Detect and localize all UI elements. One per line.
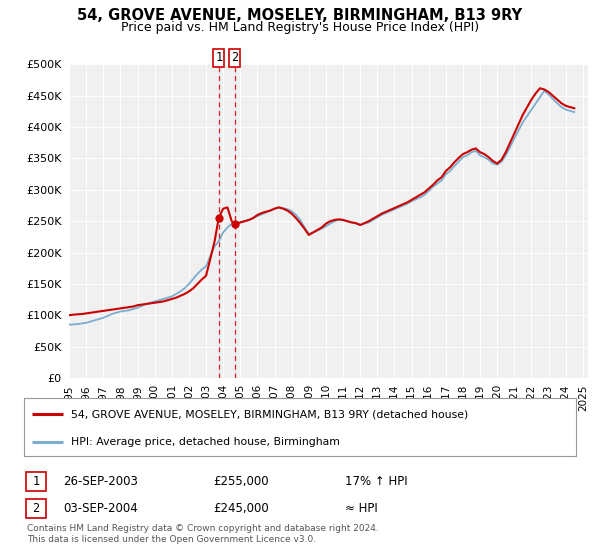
- Text: Contains HM Land Registry data © Crown copyright and database right 2024.
This d: Contains HM Land Registry data © Crown c…: [27, 524, 379, 544]
- Text: 17% ↑ HPI: 17% ↑ HPI: [345, 475, 407, 488]
- Text: 03-SEP-2004: 03-SEP-2004: [63, 502, 138, 515]
- Text: HPI: Average price, detached house, Birmingham: HPI: Average price, detached house, Birm…: [71, 437, 340, 447]
- Text: 26-SEP-2003: 26-SEP-2003: [63, 475, 138, 488]
- Text: 2: 2: [32, 502, 40, 515]
- Text: Price paid vs. HM Land Registry's House Price Index (HPI): Price paid vs. HM Land Registry's House …: [121, 21, 479, 34]
- Text: 2: 2: [231, 52, 238, 64]
- Text: 1: 1: [32, 475, 40, 488]
- Text: 54, GROVE AVENUE, MOSELEY, BIRMINGHAM, B13 9RY (detached house): 54, GROVE AVENUE, MOSELEY, BIRMINGHAM, B…: [71, 409, 468, 419]
- Text: 54, GROVE AVENUE, MOSELEY, BIRMINGHAM, B13 9RY: 54, GROVE AVENUE, MOSELEY, BIRMINGHAM, B…: [77, 8, 523, 24]
- Text: £245,000: £245,000: [213, 502, 269, 515]
- Text: £255,000: £255,000: [213, 475, 269, 488]
- Text: ≈ HPI: ≈ HPI: [345, 502, 378, 515]
- Text: 1: 1: [215, 52, 222, 64]
